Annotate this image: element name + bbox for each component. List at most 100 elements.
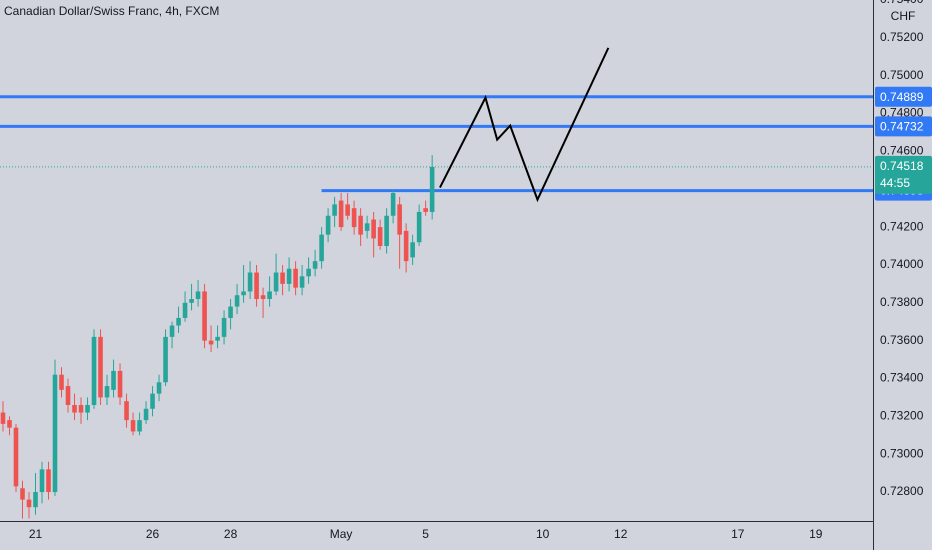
candle-body: [91, 336, 97, 405]
candle-body: [260, 295, 266, 300]
candle-body: [384, 215, 389, 247]
candle-body: [351, 208, 357, 228]
candle-body: [221, 317, 227, 337]
candle-body: [163, 336, 168, 383]
candle-body: [78, 404, 84, 413]
currency-label: CHF: [891, 9, 916, 23]
y-tick-label: 0.75000: [880, 68, 924, 82]
last-price-box: [875, 155, 932, 194]
candle-body: [286, 268, 292, 284]
candle-body: [247, 272, 253, 292]
drawn-path: [439, 47, 610, 203]
candle-body: [371, 219, 376, 239]
candle-body: [403, 230, 409, 262]
candle-body: [176, 317, 181, 326]
y-tick-label: 0.72800: [880, 484, 924, 498]
candle-body: [228, 306, 233, 318]
candle-body: [319, 234, 324, 262]
candle-body: [72, 404, 77, 413]
y-tick-label: 0.73200: [880, 409, 924, 423]
candle-body: [293, 268, 298, 288]
candle-body: [215, 336, 220, 341]
candle-body: [189, 299, 194, 303]
x-tick-label: 19: [809, 527, 823, 541]
candle-body: [26, 499, 32, 508]
candle-body: [312, 261, 318, 269]
x-tick-label: 10: [536, 527, 550, 541]
candle-body: [59, 374, 64, 390]
candle-body: [124, 401, 129, 421]
candle-body: [65, 386, 71, 405]
candle-body: [156, 382, 162, 394]
candle-body: [358, 215, 363, 235]
price-label-box: [875, 116, 932, 137]
price-label: 0.74732: [880, 120, 924, 134]
candle-body: [234, 295, 240, 307]
candle-body: [267, 291, 272, 300]
candle-body: [117, 370, 123, 398]
x-tick-label: 26: [146, 527, 160, 541]
candle-body: [130, 420, 136, 432]
x-tick-label: 12: [614, 527, 628, 541]
candle-body: [169, 325, 175, 337]
candle-body: [111, 370, 116, 390]
price-label: 0.74889: [880, 90, 924, 104]
y-tick-label: 0.73800: [880, 295, 924, 309]
countdown-label: 44:55: [880, 176, 910, 190]
candle-body: [0, 412, 6, 424]
candle-body: [306, 268, 311, 277]
candle-body: [241, 291, 246, 296]
x-tick-label: 17: [731, 527, 745, 541]
candle-body: [150, 393, 155, 409]
candle-body: [345, 204, 350, 216]
candle-body: [202, 291, 207, 341]
y-tick-label: 0.74000: [880, 257, 924, 271]
x-tick-label: 28: [224, 527, 238, 541]
candle-body: [137, 420, 142, 432]
candle-body: [46, 469, 51, 493]
candle-body: [429, 166, 435, 212]
candle-body: [397, 204, 402, 235]
candle-body: [85, 404, 90, 413]
candle-body: [104, 386, 110, 398]
candle-body: [195, 291, 201, 300]
x-tick-label: May: [330, 527, 353, 541]
candle-body: [410, 242, 415, 258]
candle-body: [299, 276, 305, 288]
candle-body: [20, 488, 25, 500]
y-tick-label: 0.75400: [880, 0, 924, 6]
candle-body: [273, 272, 279, 292]
y-tick-label: 0.74600: [880, 144, 924, 158]
candle-body: [423, 208, 428, 212]
y-tick-label: 0.74800: [880, 106, 924, 120]
y-tick-label: 0.75200: [880, 30, 924, 44]
candle-body: [208, 340, 214, 345]
candle-body: [7, 420, 12, 428]
candle-body: [280, 272, 285, 284]
y-tick-label: 0.73400: [880, 371, 924, 385]
candle-body: [364, 223, 370, 231]
candle-body: [39, 469, 45, 493]
candle-body: [377, 227, 383, 247]
y-tick-label: 0.73000: [880, 446, 924, 460]
price-label-box: [875, 86, 932, 107]
candle-body: [325, 215, 331, 235]
candle-body: [416, 211, 422, 243]
candle-body: [254, 272, 259, 300]
candle-body: [182, 302, 188, 318]
candle-body: [143, 408, 149, 421]
candle-body: [338, 200, 344, 228]
candle-body: [332, 204, 337, 216]
candle-body: [33, 492, 38, 508]
x-tick-label: 5: [422, 527, 429, 541]
last-price-label: 0.74518: [880, 159, 924, 173]
candle-body: [52, 374, 58, 493]
y-tick-label: 0.74200: [880, 219, 924, 233]
y-tick-label: 0.73600: [880, 333, 924, 347]
candle-body: [13, 427, 19, 487]
chart-title: Canadian Dollar/Swiss Franc, 4h, FXCM: [4, 4, 219, 18]
candle-body: [390, 193, 396, 216]
candle-body: [98, 336, 103, 398]
